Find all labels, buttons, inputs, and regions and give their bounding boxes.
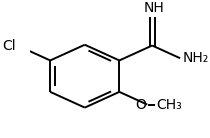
Text: CH₃: CH₃ <box>156 98 182 112</box>
Text: NH₂: NH₂ <box>182 51 209 65</box>
Text: Cl: Cl <box>2 39 16 53</box>
Text: O: O <box>136 98 147 112</box>
Text: NH: NH <box>143 1 164 15</box>
